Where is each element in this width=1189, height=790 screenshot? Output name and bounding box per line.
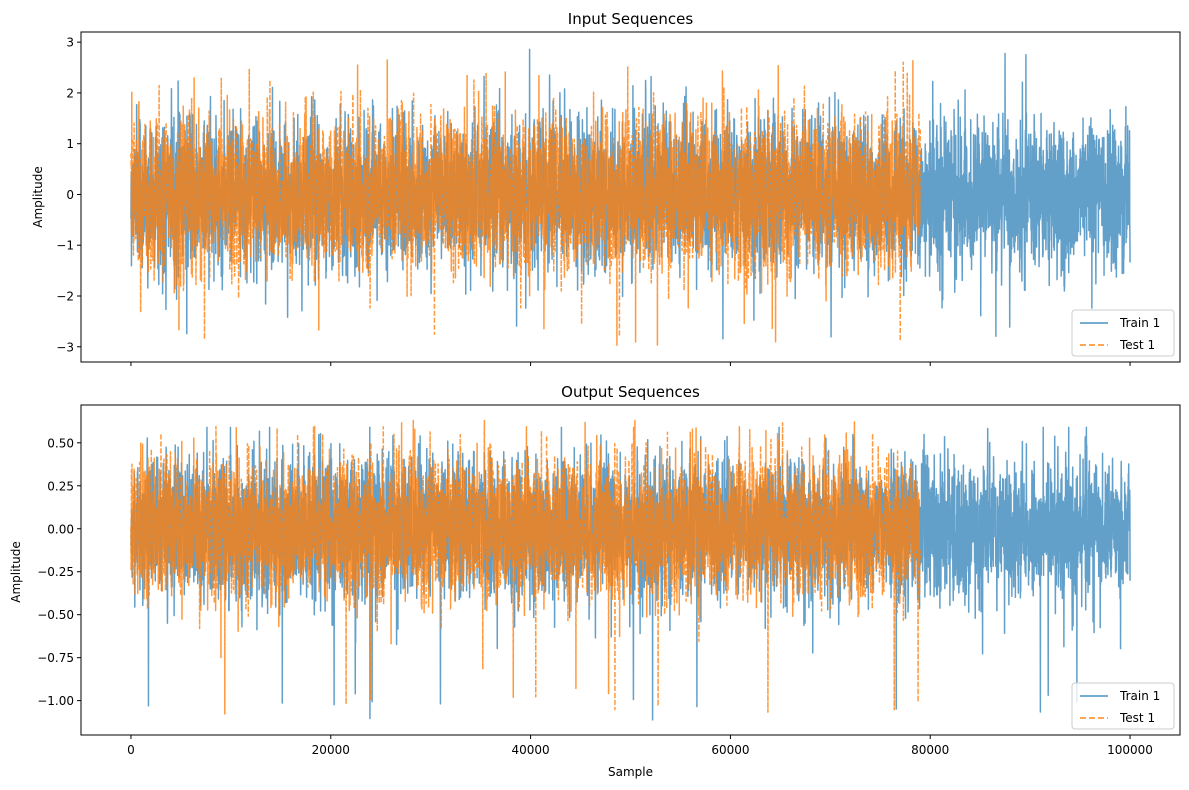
y-axis-label: Amplitude [31, 166, 45, 228]
y-axis-label: Amplitude [9, 541, 23, 603]
y-tick-label: 0.25 [47, 479, 74, 493]
legend-label-train-1: Train 1 [1119, 316, 1160, 330]
input-sequences-panel: Input Sequences Amplitude −3 −2 −1 0 1 2 3 Tra… [31, 10, 1181, 366]
plot-area [130, 419, 1131, 721]
legend-label-train-1: Train 1 [1119, 689, 1160, 703]
x-tick-label: 100000 [1107, 743, 1153, 757]
y-tick-label: −0.25 [37, 565, 74, 579]
output-sequences-panel: Output Sequences Amplitude Sample 0 20000… [9, 383, 1181, 779]
y-tick-label: 0.00 [47, 522, 74, 536]
x-tick-label: 0 [127, 743, 135, 757]
x-tick-label: 40000 [511, 743, 549, 757]
y-tick-label: 1 [66, 137, 74, 151]
y-tick-label: 0.50 [47, 436, 74, 450]
x-tick-label: 20000 [312, 743, 350, 757]
y-tick-label: −0.75 [37, 651, 74, 665]
axes-frame [80, 31, 1181, 363]
y-axis-ticks: −1.00 −0.75 −0.50 −0.25 0.00 0.25 0.50 [37, 436, 81, 708]
series-line-test-1 [130, 419, 921, 715]
legend: Train 1 Test 1 [1071, 309, 1175, 357]
legend-box [1071, 309, 1175, 357]
chart-title: Output Sequences [561, 383, 700, 401]
series-line-test-1 [130, 59, 921, 347]
x-tick-label: 60000 [711, 743, 749, 757]
x-axis-ticks [130, 362, 1131, 366]
y-tick-label: −3 [56, 340, 74, 354]
chart-title: Input Sequences [568, 10, 694, 28]
legend-box [1071, 682, 1175, 730]
x-axis-label: Sample [608, 765, 653, 779]
y-axis-ticks: −3 −2 −1 0 1 2 3 [56, 36, 81, 354]
y-tick-label: −0.50 [37, 608, 74, 622]
plot-area [130, 48, 1131, 347]
legend: Train 1 Test 1 [1071, 682, 1175, 730]
y-tick-label: 3 [66, 36, 74, 50]
x-tick-label: 80000 [911, 743, 949, 757]
x-axis-ticks: 0 20000 40000 60000 80000 100000 [127, 735, 1153, 757]
legend-label-test-1: Test 1 [1119, 711, 1155, 725]
y-tick-label: −2 [56, 290, 74, 304]
y-tick-label: −1.00 [37, 694, 74, 708]
legend-label-test-1: Test 1 [1119, 338, 1155, 352]
y-tick-label: 0 [66, 188, 74, 202]
y-tick-label: −1 [56, 239, 74, 253]
y-tick-label: 2 [66, 86, 74, 100]
axes-frame [80, 404, 1181, 736]
